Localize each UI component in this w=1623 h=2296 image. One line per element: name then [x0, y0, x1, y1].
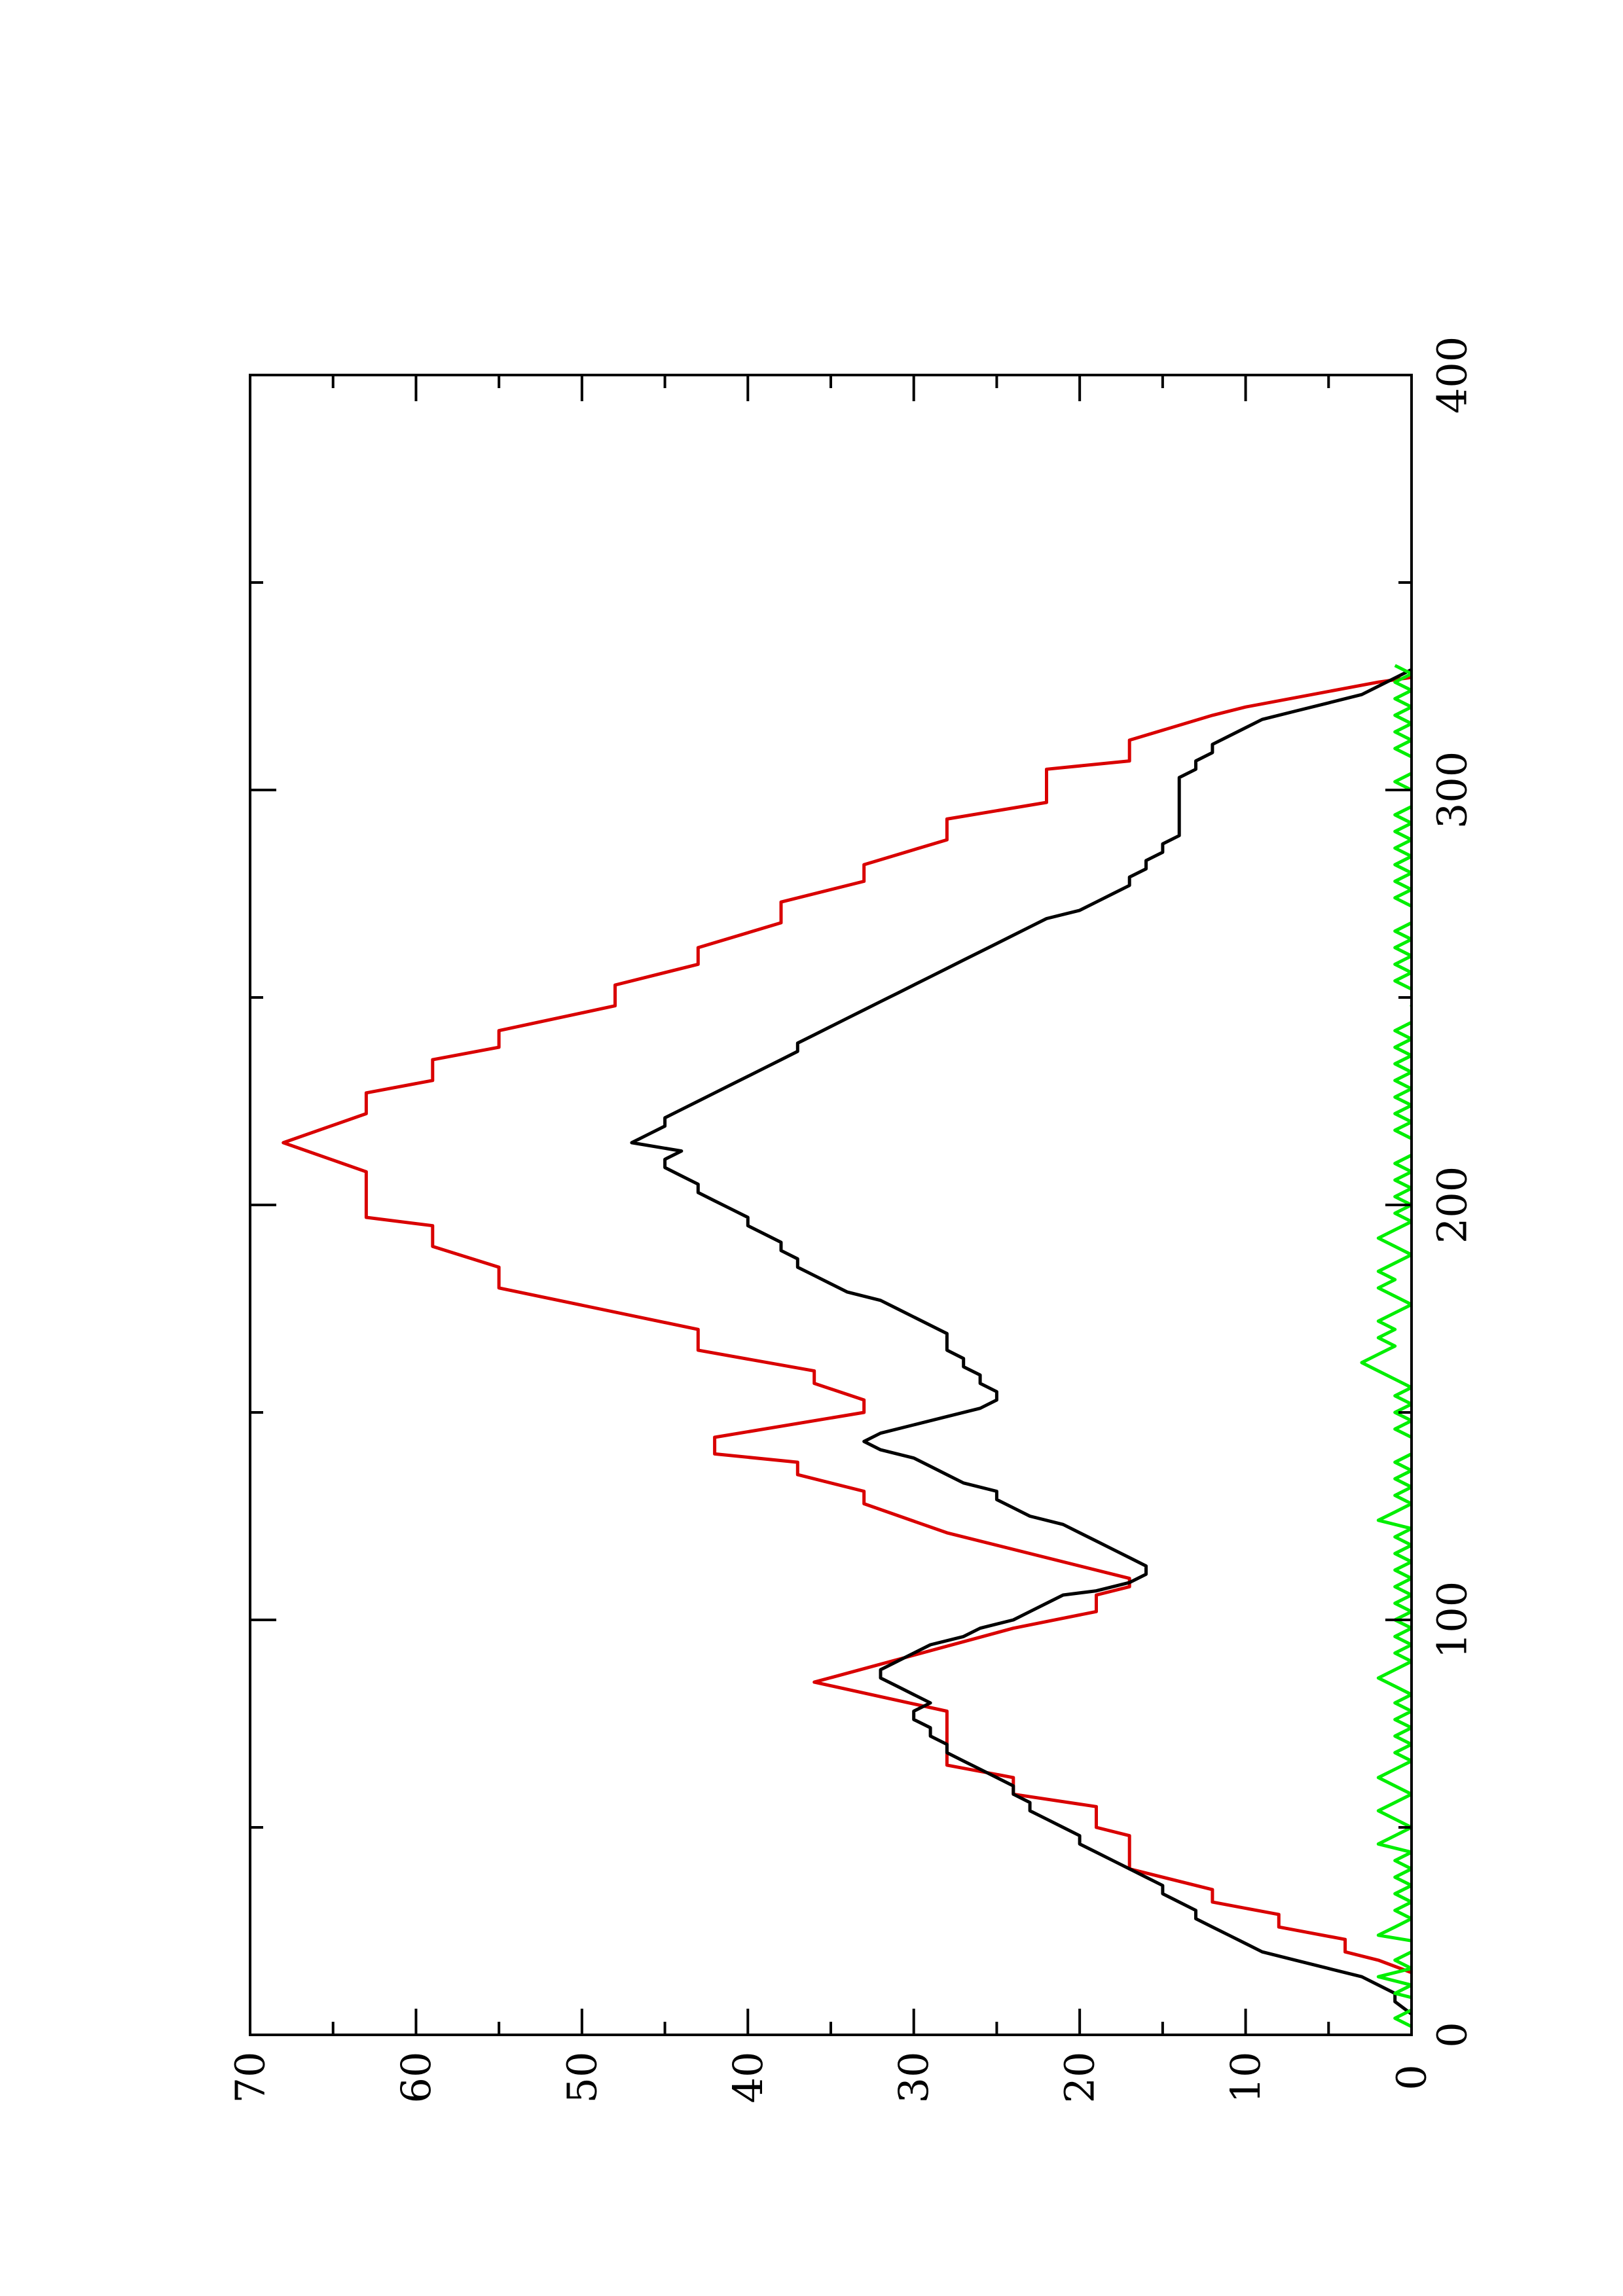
tick-labels-layer: 0 100 200 300 400 0 10 20 30 40 50 60 70	[227, 336, 1476, 2104]
y-tick-label: 10	[1222, 2052, 1269, 2104]
y-tick-label: 50	[558, 2052, 606, 2104]
x-tick-label: 200	[1429, 1166, 1476, 1244]
y-tick-label: 70	[227, 2052, 274, 2104]
series-layer	[282, 664, 1412, 2029]
y-tick-label: 0	[1388, 2064, 1436, 2090]
x-tick-label: 400	[1429, 336, 1476, 414]
x-tick-label: 100	[1429, 1581, 1476, 1659]
x-tick-label: 300	[1429, 751, 1476, 829]
plot-frame	[249, 374, 1413, 2036]
series-line-2	[630, 668, 1412, 2017]
y-tick-label: 30	[890, 2052, 938, 2104]
y-tick-label: 20	[1056, 2052, 1104, 2104]
series-line-3	[1360, 664, 1412, 2029]
ticks-layer	[249, 374, 1413, 2036]
series-line-1	[282, 675, 1412, 1975]
y-tick-label: 40	[724, 2052, 772, 2104]
x-tick-label: 0	[1429, 2022, 1476, 2047]
y-tick-label: 60	[392, 2052, 440, 2104]
